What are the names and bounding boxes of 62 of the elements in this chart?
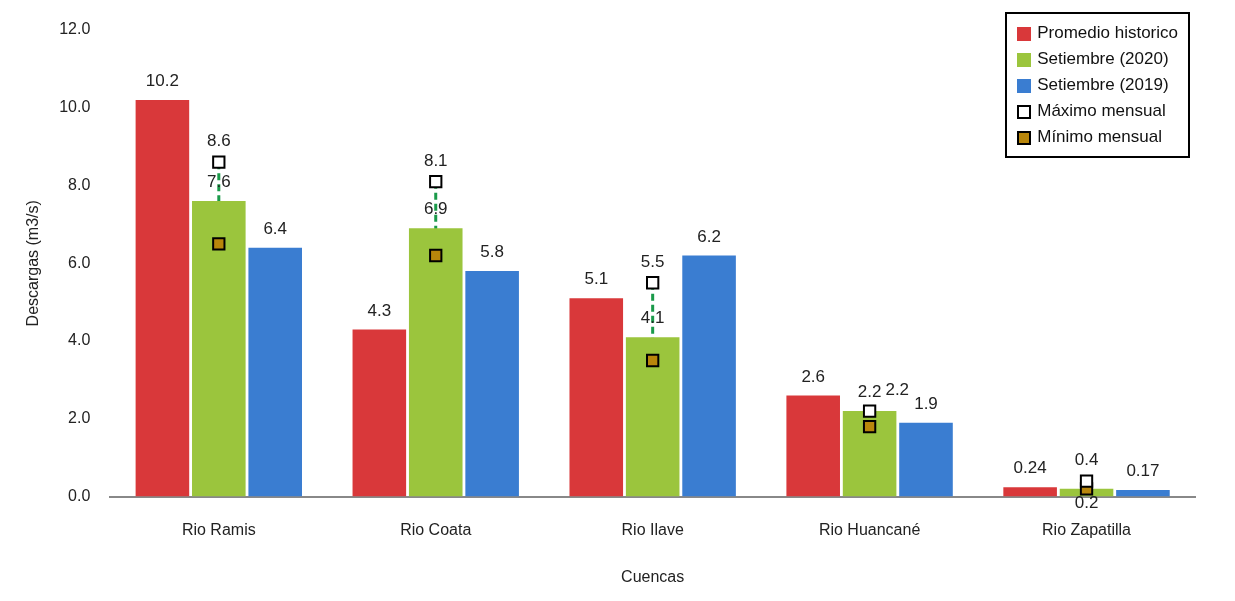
point <box>212 237 226 251</box>
data-label: 5.5 <box>640 251 665 271</box>
legend-label: Setiembre (2019) <box>1037 75 1169 94</box>
x-tick-label: Rio Coata <box>400 520 472 538</box>
legend-label: Promedio historico <box>1037 23 1178 42</box>
point <box>429 174 443 189</box>
data-label: 5.1 <box>584 269 609 289</box>
y-tick-label: 4.0 <box>68 331 91 349</box>
data-label: 4.1 <box>640 308 665 328</box>
bar <box>248 247 302 497</box>
bar <box>352 329 407 497</box>
data-label: 7.6 <box>206 172 231 192</box>
data-label: 6.2 <box>697 226 721 246</box>
data-label: 0.24 <box>1013 458 1047 478</box>
legend-label: Mínimo mensual <box>1037 127 1162 146</box>
x-tick-label: Rio Ramis <box>181 520 256 538</box>
data-label: 2.6 <box>801 366 826 386</box>
bar <box>135 99 190 497</box>
point <box>429 248 443 263</box>
data-label: 8.1 <box>423 150 448 170</box>
legend-label: Máximo mensual <box>1037 101 1166 120</box>
data-label: 4.3 <box>367 300 392 320</box>
data-label: 2.2 <box>885 380 910 400</box>
x-tick-label: Rio Huancané <box>818 520 921 538</box>
point <box>862 404 877 418</box>
data-label: 2.2 <box>857 382 882 402</box>
data-label: 8.6 <box>206 131 231 151</box>
data-label: 0.4 <box>1074 450 1099 470</box>
data-label: 6.4 <box>263 218 288 238</box>
bar <box>682 255 736 497</box>
bar <box>569 298 624 497</box>
x-tick-label: Rio Ilave <box>621 520 684 538</box>
bar <box>1116 489 1170 497</box>
point <box>212 155 226 169</box>
data-label: 10.2 <box>145 71 179 91</box>
bar <box>408 228 463 497</box>
bar <box>842 411 897 497</box>
point <box>862 419 877 434</box>
bar <box>465 271 519 497</box>
bar <box>786 395 840 497</box>
y-tick-label: 6.0 <box>68 253 91 271</box>
y-tick-label: 10.0 <box>59 98 91 116</box>
data-label: 0.17 <box>1126 461 1160 481</box>
point <box>1079 474 1094 488</box>
y-axis-title: Descargas (m3/s) <box>24 200 42 327</box>
bar <box>192 201 246 497</box>
y-tick-label: 12.0 <box>59 20 91 38</box>
legend-label: Setiembre (2020) <box>1037 49 1169 68</box>
y-tick-label: 0.0 <box>68 487 91 505</box>
bar <box>899 422 953 497</box>
x-tick-label: Rio Zapatilla <box>1042 520 1132 538</box>
data-label: 1.9 <box>914 393 938 413</box>
y-tick-label: 2.0 <box>68 409 91 427</box>
bar <box>1003 487 1057 497</box>
data-label: 6.9 <box>423 199 448 219</box>
data-label: 0.2 <box>1074 493 1099 513</box>
point <box>646 353 660 368</box>
point <box>646 276 660 290</box>
bar <box>625 337 680 497</box>
y-tick-label: 8.0 <box>68 175 91 193</box>
data-label: 5.8 <box>480 242 504 262</box>
x-axis-title: Cuencas <box>621 567 685 585</box>
